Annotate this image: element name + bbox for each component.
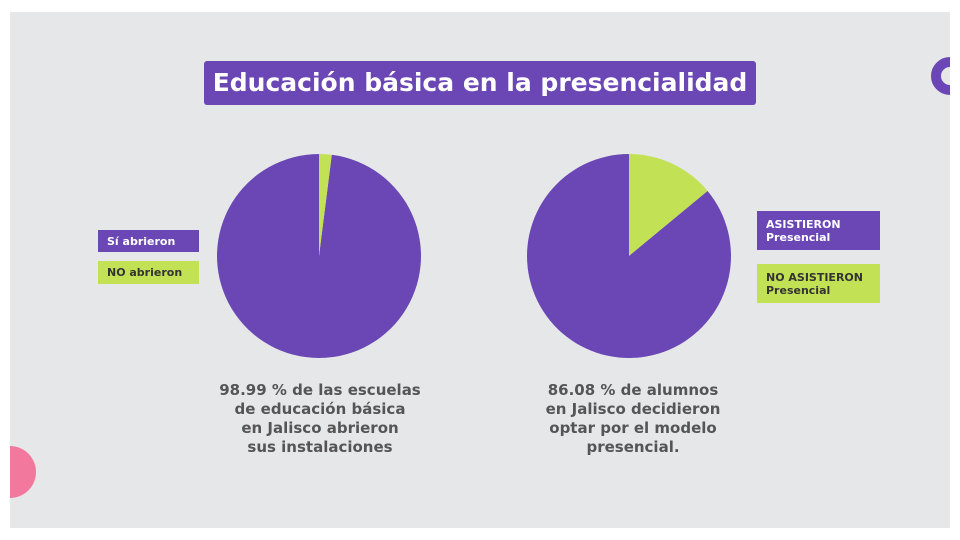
pie-slice [527, 154, 731, 358]
caption-line: en Jalisco abrieron [241, 419, 399, 437]
caption-line: optar por el modelo [549, 419, 717, 437]
legend-item-si-abrieron: Sí abrieron [98, 230, 199, 252]
decorative-pink-circle [10, 446, 36, 498]
caption-line: 86.08 % de alumnos [547, 381, 719, 399]
legend-label: NO ASISTIERON Presencial [766, 270, 863, 297]
decorative-ring [931, 57, 950, 95]
caption-line: presencial. [586, 438, 680, 456]
caption-line: en Jalisco decidieron [545, 400, 721, 418]
page-title: Educación básica en la presencialidad [204, 61, 756, 105]
legend-item-asistieron: ASISTIERON Presencial [757, 211, 880, 250]
caption-escuelas: 98.99 % de las escuelas de educación bás… [200, 381, 440, 457]
legend-item-no-abrieron: NO abrieron [98, 261, 199, 284]
caption-line: sus instalaciones [247, 438, 393, 456]
pie-slice [319, 154, 332, 256]
legend-label: ASISTIERON Presencial [766, 217, 841, 244]
legend-label: NO abrieron [107, 266, 183, 279]
legend-label: Sí abrieron [107, 234, 176, 248]
caption-line: de educación básica [234, 400, 406, 418]
caption-line: 98.99 % de las escuelas [219, 381, 421, 399]
pie-slice [629, 154, 708, 256]
pie-chart-alumnos [527, 154, 731, 358]
legend-item-no-asistieron: NO ASISTIERON Presencial [757, 264, 880, 303]
slide: Educación básica en la presencialidad Sí… [10, 12, 950, 528]
caption-alumnos: 86.08 % de alumnos en Jalisco decidieron… [513, 381, 753, 457]
pie-chart-escuelas [217, 154, 421, 358]
